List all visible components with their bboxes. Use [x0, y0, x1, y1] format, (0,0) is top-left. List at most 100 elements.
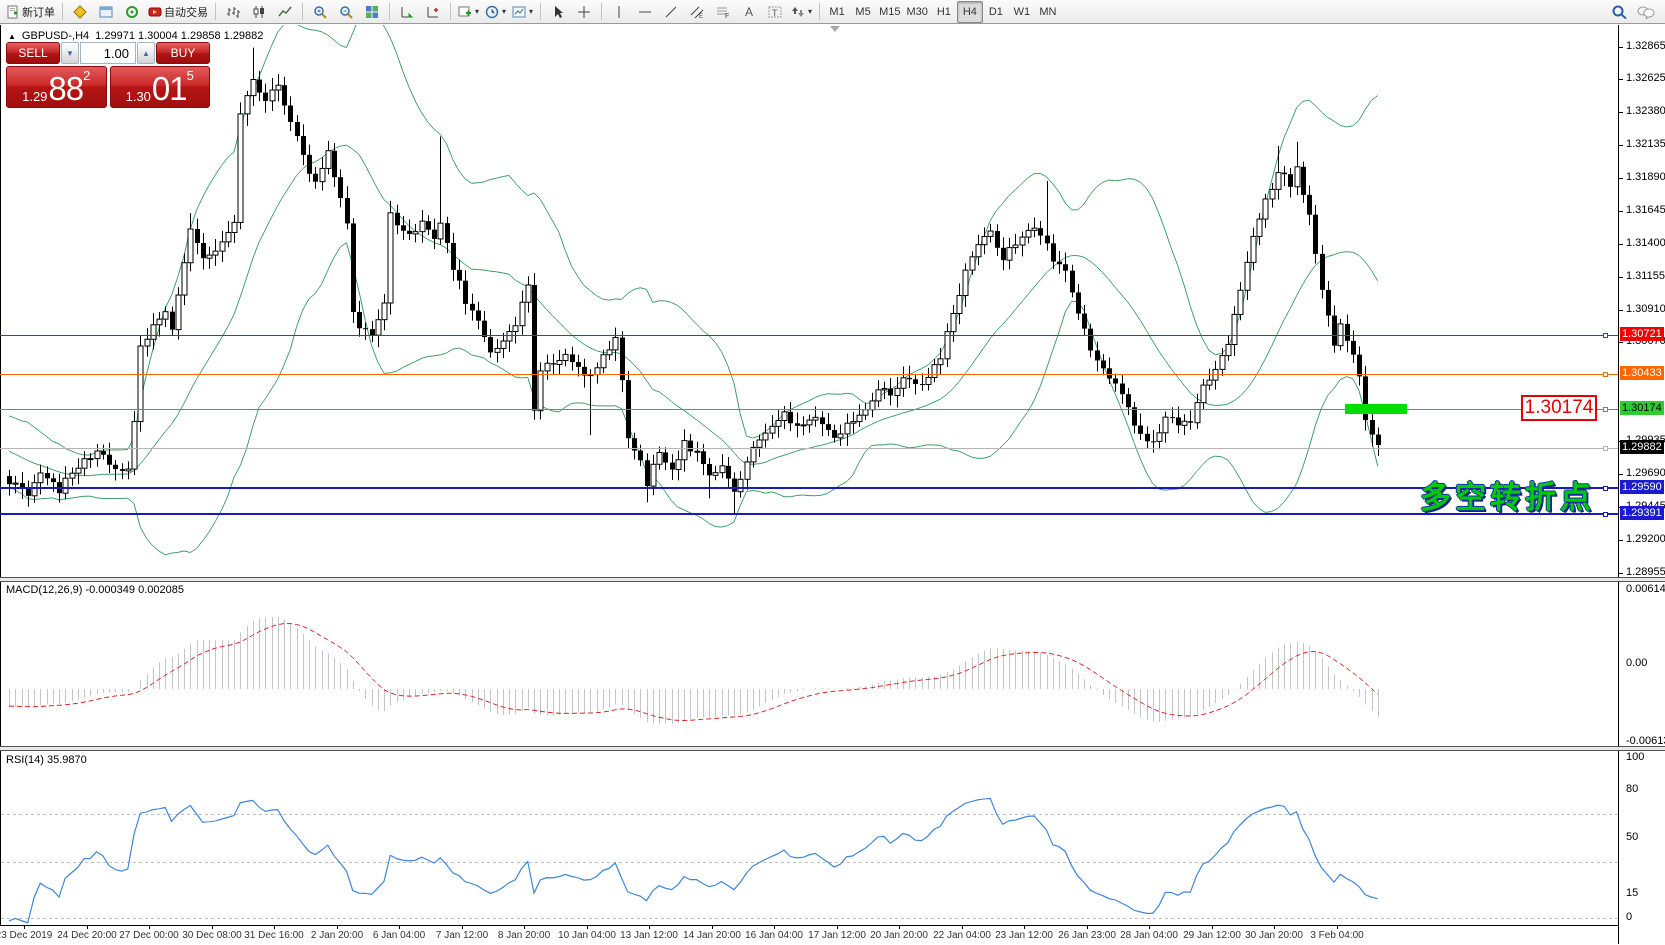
community-button[interactable]	[1633, 1, 1659, 23]
rsi-plot[interactable]	[1, 751, 1619, 925]
volume-decrement-button[interactable]: ▼	[61, 42, 79, 64]
price-tick-label: 1.32625	[1626, 72, 1665, 84]
sep6	[540, 3, 542, 20]
price-tick-label: 1.32865	[1626, 40, 1665, 52]
period-button[interactable]: ▾	[482, 1, 509, 23]
sep8	[819, 3, 821, 20]
crosshair-icon	[577, 5, 591, 19]
bid-price-line[interactable]	[0, 448, 1618, 449]
support-line-1-anchor[interactable]	[1603, 486, 1608, 491]
price-badge-1.29590: 1.29590	[1620, 480, 1664, 494]
time-tick-label: 3 Feb 04:00	[1310, 930, 1364, 941]
volume-increment-button[interactable]: ▲	[137, 42, 155, 64]
arrows-button[interactable]: ▾	[788, 1, 815, 23]
resistance-line-1[interactable]	[0, 335, 1618, 336]
time-tick	[774, 926, 775, 929]
new-order-button-label: 新订单	[22, 6, 55, 19]
time-tick-label: 10 Jan 04:00	[558, 930, 616, 941]
sell-button[interactable]: SELL	[6, 42, 60, 64]
buy-price-big: 01	[151, 70, 188, 107]
svg-text:F: F	[725, 13, 729, 19]
resistance-line-1-anchor[interactable]	[1603, 333, 1608, 338]
turning-point-text-annotation[interactable]: 多空转折点	[1420, 480, 1595, 515]
time-tick-label: 28 Jan 04:00	[1120, 930, 1178, 941]
template-button[interactable]: ▾	[509, 1, 536, 23]
time-tick	[524, 926, 525, 929]
chart-shift-button[interactable]	[420, 1, 446, 23]
price-tick-label: 1.29690	[1626, 467, 1665, 479]
cursor-button[interactable]	[545, 1, 571, 23]
price-badge-1.29882: 1.29882	[1620, 440, 1664, 454]
time-axis[interactable]: 23 Dec 2019 24 Dec 20:00 27 Dec 00:00 30 De…	[0, 925, 1618, 945]
timeframe-button-d1[interactable]: D1	[988, 5, 1003, 18]
auto-scroll-button[interactable]	[394, 1, 420, 23]
buy-button[interactable]: BUY	[156, 42, 210, 64]
bar-chart-button[interactable]	[220, 1, 246, 23]
pivot-line[interactable]	[0, 409, 1618, 410]
macd-panel-separator[interactable]	[0, 577, 1665, 582]
timeframe-button-h1[interactable]: H1	[936, 5, 951, 18]
support-line-2[interactable]	[0, 513, 1618, 515]
svg-text:A: A	[745, 5, 753, 19]
candlestick-plot[interactable]	[1, 25, 1619, 577]
chart-symbol-period: GBPUSD-,H4	[21, 30, 90, 42]
sep7	[601, 3, 603, 20]
rsi-indicator-label: RSI(14) 35.9870	[6, 754, 87, 766]
search-button[interactable]	[1607, 1, 1633, 23]
pivot-line-anchor[interactable]	[1603, 407, 1608, 412]
text-label-button[interactable]: T	[762, 1, 788, 23]
macd-plot[interactable]	[1, 581, 1619, 745]
zoom-in-button[interactable]	[307, 1, 333, 23]
price-tick-label: 1.28955	[1626, 566, 1665, 578]
price-axis[interactable]: 1.32865 1.32625 1.32380 1.32135 1.31890 1.316…	[1618, 25, 1665, 944]
candlestick-icon	[252, 5, 266, 19]
candlestick-button[interactable]	[246, 1, 272, 23]
highlight-rectangle[interactable]	[1345, 404, 1407, 414]
crosshair-button[interactable]	[571, 1, 597, 23]
resistance-line-2[interactable]	[0, 374, 1618, 375]
rsi-panel-separator[interactable]	[0, 746, 1665, 751]
rsi-axis-label: 0	[1626, 911, 1633, 923]
yellow-diamond-icon	[73, 4, 87, 19]
sound-button[interactable]	[119, 1, 145, 23]
channel-button[interactable]: E	[684, 1, 710, 23]
support-line-1[interactable]	[0, 487, 1618, 489]
timeframe-button-m30[interactable]: M30	[906, 5, 928, 18]
time-tick	[1337, 926, 1338, 929]
volume-input[interactable]: 1.00	[80, 42, 136, 64]
new-order-button[interactable]: 新订单	[3, 1, 58, 23]
bid-price-line-anchor[interactable]	[1603, 446, 1608, 451]
price-tick	[1619, 145, 1623, 146]
timeframe-button-m1[interactable]: M1	[829, 5, 845, 18]
cursor-icon	[551, 5, 565, 19]
support-line-2-anchor[interactable]	[1603, 512, 1608, 517]
autotrade-button[interactable]: 自动交易	[145, 1, 211, 23]
text-button[interactable]: A	[736, 1, 762, 23]
vline-button[interactable]	[606, 1, 632, 23]
new-order-icon	[6, 5, 20, 19]
sell-price-display[interactable]: 1.29 88 2	[6, 66, 107, 108]
price-badge-1.29391: 1.29391	[1620, 506, 1664, 520]
timeframe-button-h4[interactable]: H4	[956, 0, 983, 23]
data-window-button[interactable]	[93, 1, 119, 23]
timeframe-button-m15[interactable]: M15	[879, 5, 901, 18]
price-annotation-box[interactable]: 1.30174	[1521, 395, 1597, 421]
deposit-button[interactable]	[67, 1, 93, 23]
timeframe-button-w1[interactable]: W1	[1013, 5, 1031, 18]
buy-price-display[interactable]: 1.30 01 5	[109, 66, 210, 108]
timeframe-button-m5[interactable]: M5	[855, 5, 871, 18]
price-tick-label: 1.31645	[1626, 204, 1665, 216]
window-splitter-icon[interactable]	[830, 26, 840, 32]
time-tick-label: 22 Jan 04:00	[933, 930, 991, 941]
trendline-button[interactable]	[658, 1, 684, 23]
add-indicator-button[interactable]: ▾	[455, 1, 482, 23]
resistance-line-2-anchor[interactable]	[1603, 372, 1608, 377]
tile-windows-button[interactable]	[359, 1, 385, 23]
timeframe-button-mn[interactable]: MN	[1039, 5, 1057, 18]
zoom-out-button[interactable]	[333, 1, 359, 23]
time-tick	[649, 926, 650, 929]
line-chart-button[interactable]	[272, 1, 298, 23]
fibonacci-button[interactable]: F	[710, 1, 736, 23]
hline-button[interactable]	[632, 1, 658, 23]
sell-price-pip: 2	[83, 68, 91, 83]
